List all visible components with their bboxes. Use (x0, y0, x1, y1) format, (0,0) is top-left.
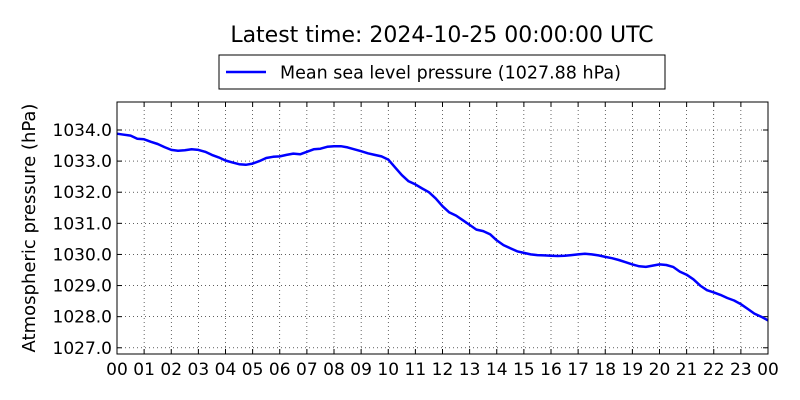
x-tick-label: 16 (540, 360, 562, 380)
x-tick-label: 00 (757, 360, 779, 380)
x-tick-label: 02 (160, 360, 182, 380)
x-tick-label: 15 (513, 360, 535, 380)
y-tick-label: 1029.0 (53, 277, 112, 297)
x-axis: 00 01 02 03 04 05 06 07 08 09 10 11 12 13 14 15 16 17 18 19… (106, 102, 779, 380)
x-tick-label: 13 (459, 360, 481, 380)
chart-title: Latest time: 2024-10-25 00:00:00 UTC (230, 23, 653, 48)
series-line-mean-sea-level-pressure (116, 132, 769, 322)
x-tick-label: 03 (188, 360, 210, 380)
y-axis-label: Atmospheric pressure (hPa) (19, 104, 40, 353)
legend-box (218, 54, 666, 90)
y-tick-label: 1033.0 (53, 152, 112, 172)
x-tick-label: 12 (432, 360, 454, 380)
y-axis: 1027.0 1028.0 1029.0 1030.0 1031.0 1032.0 1033… (53, 121, 768, 359)
y-tick-label: 1034.0 (53, 121, 112, 141)
legend: Mean sea level pressure (1027.88 hPa) (218, 54, 666, 90)
y-tick-label: 1030.0 (53, 245, 112, 265)
x-tick-label: 19 (622, 360, 644, 380)
x-tick-label: 17 (567, 360, 589, 380)
x-tick-label: 09 (350, 360, 372, 380)
x-tick-label: 11 (405, 360, 427, 380)
x-tick-label: 18 (594, 360, 616, 380)
y-tick-label: 1027.0 (53, 339, 112, 359)
x-tick-label: 10 (377, 360, 399, 380)
x-tick-label: 00 (106, 360, 128, 380)
x-tick-label: 06 (269, 360, 291, 380)
grid (117, 102, 768, 354)
x-tick-label: 14 (486, 360, 508, 380)
x-tick-label: 01 (133, 360, 155, 380)
legend-entry-label: Mean sea level pressure (1027.88 hPa) (280, 64, 621, 84)
x-tick-label: 05 (242, 360, 264, 380)
y-tick-label: 1032.0 (53, 183, 112, 203)
plot-area (116, 101, 769, 355)
x-tick-label: 04 (215, 360, 237, 380)
x-tick-label: 23 (730, 360, 752, 380)
x-tick-label: 22 (703, 360, 725, 380)
x-tick-label: 20 (649, 360, 671, 380)
x-tick-label: 07 (296, 360, 318, 380)
x-tick-label: 21 (676, 360, 698, 380)
y-tick-label: 1028.0 (53, 308, 112, 328)
y-tick-label: 1031.0 (53, 214, 112, 234)
x-tick-label: 08 (323, 360, 345, 380)
